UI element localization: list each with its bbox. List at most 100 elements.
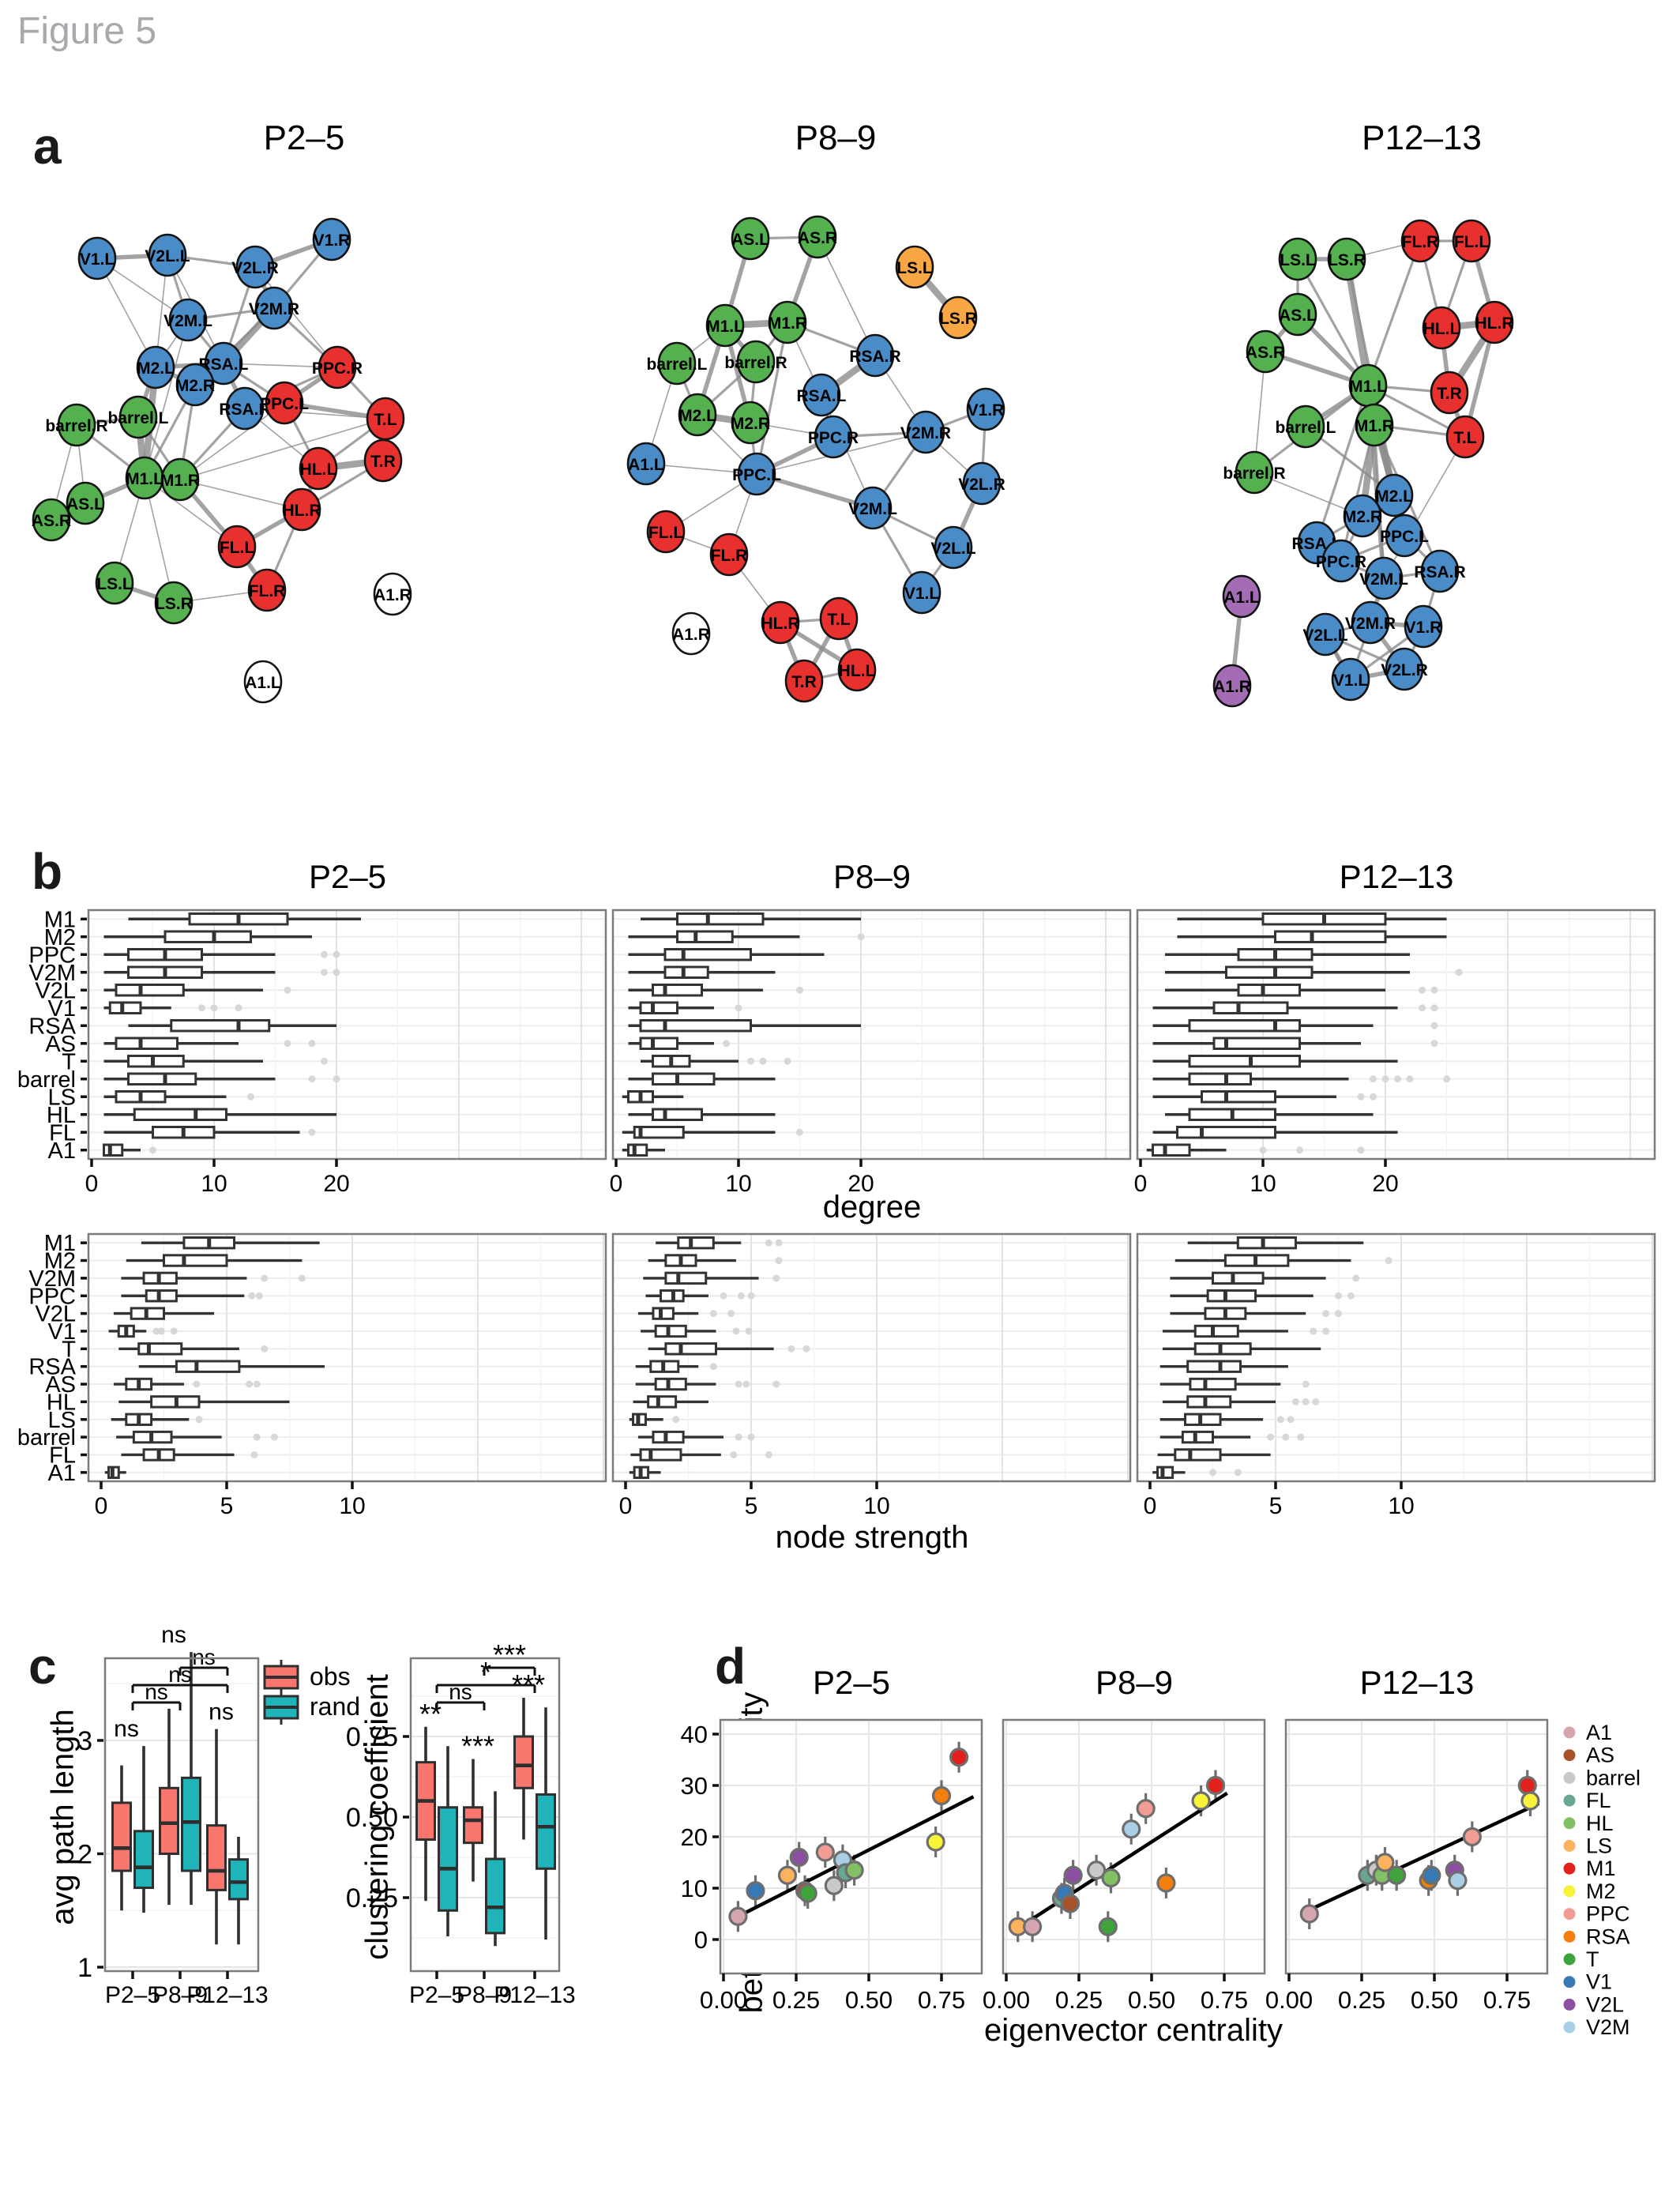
network-node-M1.L: M1.L xyxy=(125,456,164,500)
network-node-T.R: T.R xyxy=(363,438,403,483)
svg-text:RSA.L: RSA.L xyxy=(797,387,847,405)
network-node-M2.R: M2.R xyxy=(1343,494,1382,538)
svg-text:FL: FL xyxy=(49,1120,76,1146)
svg-text:5: 5 xyxy=(1269,1493,1283,1519)
svg-text:barrel: barrel xyxy=(17,1425,76,1450)
network-node-LS.R: LS.R xyxy=(938,295,978,340)
svg-text:V1.L: V1.L xyxy=(1333,672,1369,690)
scatter-point-M1 xyxy=(1205,1775,1226,1796)
svg-text:V2L: V2L xyxy=(1586,1992,1624,2016)
network-node-HL.R: HL.R xyxy=(1475,300,1514,344)
network-node-V2M.L: V2M.L xyxy=(163,298,212,342)
svg-text:20: 20 xyxy=(681,1823,708,1851)
svg-text:20: 20 xyxy=(1372,1171,1398,1197)
network-node-A1.R: A1.R xyxy=(373,572,412,616)
network-node-V2M.R: V2M.R xyxy=(1345,600,1396,645)
svg-text:T.R: T.R xyxy=(791,673,817,691)
svg-text:V2M: V2M xyxy=(28,1266,76,1292)
network-node-T.L: T.L xyxy=(366,397,405,441)
svg-text:A1.R: A1.R xyxy=(374,586,412,604)
network-node-FL.R: FL.R xyxy=(247,568,287,612)
svg-text:V1.R: V1.R xyxy=(968,401,1005,420)
network-node-V1.L: V1.L xyxy=(77,236,117,280)
svg-text:FL.L: FL.L xyxy=(220,539,254,557)
network-node-M2.R: M2.R xyxy=(175,363,215,407)
legend-dot-AS xyxy=(1563,1749,1576,1762)
network-node-PPC.R: PPC.R xyxy=(808,415,859,459)
network-diagram-p2-5: V1.L V2L.L V2L.R V1.R V2M.L V2M.R M2.L RSA.L M2.… xyxy=(32,217,412,704)
svg-text:0.50: 0.50 xyxy=(1128,1986,1175,2014)
panel-d-letter: d xyxy=(715,1638,746,1695)
svg-text:PPC.R: PPC.R xyxy=(1316,553,1366,571)
network-node-A1.L: A1.L xyxy=(626,442,666,486)
svg-text:V2M.R: V2M.R xyxy=(249,300,299,318)
svg-text:10: 10 xyxy=(339,1493,365,1519)
svg-text:LS.L: LS.L xyxy=(896,259,933,277)
svg-text:10: 10 xyxy=(681,1875,708,1902)
network-node-FL.R: FL.R xyxy=(709,532,749,577)
network-node-barrel.R: barrel.R xyxy=(45,403,108,447)
svg-text:ns: ns xyxy=(161,1622,186,1648)
network-node-FL.R: FL.R xyxy=(1400,219,1440,263)
legend-dot-V1 xyxy=(1563,1976,1576,1988)
svg-text:M2: M2 xyxy=(44,1249,76,1274)
network-node-HL.L: HL.L xyxy=(299,446,338,491)
d-title-p12-13: P12–13 xyxy=(1359,1664,1475,1701)
svg-text:RSA.L: RSA.L xyxy=(199,356,249,374)
legend-dot-HL xyxy=(1563,1817,1576,1830)
svg-text:*: * xyxy=(480,1656,491,1688)
scatter-point-HL xyxy=(844,1861,864,1880)
network-node-A1.R: A1.R xyxy=(1212,664,1252,708)
scatter-point-barrel xyxy=(824,1876,844,1895)
network-node-M1.R: M1.R xyxy=(160,457,200,502)
svg-text:LS: LS xyxy=(1586,1834,1612,1858)
svg-text:RSA.R: RSA.R xyxy=(849,348,900,366)
svg-text:RSA: RSA xyxy=(28,1355,76,1380)
network-node-V1.R: V1.R xyxy=(966,387,1005,431)
network-node-LS.R: LS.R xyxy=(1327,237,1366,281)
svg-text:LS.R: LS.R xyxy=(939,310,977,328)
svg-text:LS.R: LS.R xyxy=(1328,251,1366,269)
svg-text:T.R: T.R xyxy=(1437,385,1462,403)
scatter-point-T xyxy=(1098,1917,1118,1936)
network-node-barrel.R: barrel.R xyxy=(724,340,787,384)
svg-text:M2: M2 xyxy=(1586,1879,1616,1903)
svg-text:FL.L: FL.L xyxy=(1454,233,1489,251)
network-node-barrel.L: barrel.L xyxy=(646,341,708,386)
svg-text:PPC.R: PPC.R xyxy=(312,359,363,378)
network-node-A1.L: A1.L xyxy=(243,660,283,704)
scatter-point-LS xyxy=(777,1865,798,1885)
network-node-LS.R: LS.R xyxy=(154,581,194,625)
svg-text:3: 3 xyxy=(77,1726,92,1756)
svg-text:AS: AS xyxy=(45,1372,76,1398)
svg-text:0.50: 0.50 xyxy=(346,1803,398,1833)
svg-text:0.00: 0.00 xyxy=(700,1986,747,2014)
svg-text:T.R: T.R xyxy=(370,453,396,471)
scatter-point-V2L xyxy=(789,1847,809,1868)
b-col-title-p2-5: P2–5 xyxy=(308,858,387,895)
svg-text:M2.R: M2.R xyxy=(175,377,215,395)
svg-text:PPC.L: PPC.L xyxy=(1380,528,1429,546)
network-node-PPC.L: PPC.L xyxy=(732,452,781,496)
svg-text:V2L: V2L xyxy=(35,978,76,1003)
network-node-V2L.L: V2L.L xyxy=(930,525,976,570)
svg-text:V2M.R: V2M.R xyxy=(900,424,951,442)
network-node-RSA.L: RSA.L xyxy=(797,373,847,417)
scatter-point-PPC xyxy=(1136,1799,1156,1819)
panel-a-letter: a xyxy=(33,118,62,175)
network-node-M2.L: M2.L xyxy=(136,345,175,389)
network-node-HL.L: HL.L xyxy=(1422,306,1461,350)
network-diagram-p8-9: AS.L AS.R LS.L LS.R M1.L M1.R barrel.L barrel.R… xyxy=(626,215,1005,703)
svg-text:LS: LS xyxy=(48,1085,76,1110)
b-xlabel-degree: degree xyxy=(822,1190,922,1225)
svg-text:0.50: 0.50 xyxy=(845,1986,893,2014)
scatter-point-V2M xyxy=(1122,1819,1141,1839)
svg-text:V1.R: V1.R xyxy=(1405,619,1442,637)
svg-text:obs: obs xyxy=(310,1662,351,1691)
svg-text:A1: A1 xyxy=(48,1138,76,1164)
svg-text:0: 0 xyxy=(694,1926,708,1954)
svg-text:V2L.R: V2L.R xyxy=(231,259,279,277)
svg-text:0.25: 0.25 xyxy=(772,1986,820,2014)
network-node-AS.R: AS.R xyxy=(798,215,837,259)
network-node-M2.L: M2.L xyxy=(678,393,717,437)
